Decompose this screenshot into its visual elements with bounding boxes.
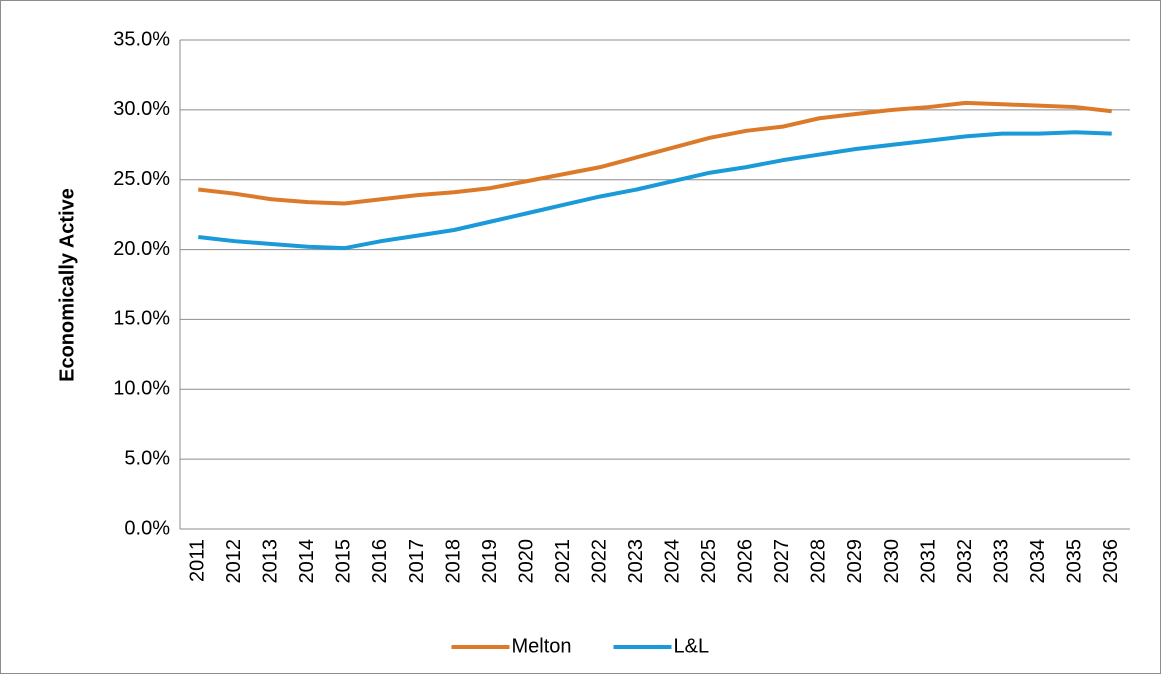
- x-tick-label: 2035: [1063, 539, 1085, 584]
- series-line: [198, 130, 1112, 251]
- x-tick-label: 2019: [479, 539, 501, 584]
- x-tick-label: 2016: [369, 539, 391, 584]
- x-tick-label: 2028: [808, 539, 830, 584]
- x-tick-label: 2032: [954, 539, 976, 584]
- x-tick-label: 2017: [406, 539, 428, 584]
- y-tick-label: 0.0%: [124, 517, 170, 539]
- y-axis-title: Economically Active: [56, 188, 78, 382]
- y-tick-label: 20.0%: [113, 238, 170, 260]
- y-tick-label: 30.0%: [113, 98, 170, 120]
- x-tick-label: 2015: [333, 539, 355, 584]
- y-tick-label: 35.0%: [113, 28, 170, 50]
- x-tick-label: 2011: [187, 539, 209, 582]
- x-tick-label: 2022: [588, 539, 610, 584]
- x-tick-label: 2036: [1100, 539, 1122, 584]
- x-tick-label: 2031: [917, 539, 939, 584]
- x-tick-label: 2020: [515, 539, 537, 584]
- x-tick-label: 2034: [1027, 539, 1049, 584]
- x-tick-label: 2024: [662, 539, 684, 584]
- x-tick-label: 2027: [771, 539, 793, 584]
- series-line: [198, 100, 1112, 206]
- x-tick-label: 2030: [881, 539, 903, 584]
- x-tick-label: 2025: [698, 539, 720, 584]
- y-tick-label: 5.0%: [124, 447, 170, 469]
- y-tick-label: 10.0%: [113, 378, 170, 400]
- y-tick-label: 25.0%: [113, 168, 170, 190]
- x-tick-label: 2014: [296, 539, 318, 584]
- x-tick-label: 2018: [442, 539, 464, 584]
- y-tick-label: 15.0%: [113, 308, 170, 330]
- x-tick-label: 2023: [625, 539, 647, 584]
- legend-label: Melton: [512, 635, 572, 657]
- x-tick-label: 2013: [260, 539, 282, 584]
- x-tick-label: 2012: [223, 539, 245, 584]
- x-tick-label: 2026: [735, 539, 757, 584]
- legend-label: L&L: [674, 635, 710, 657]
- x-tick-label: 2029: [844, 539, 866, 584]
- x-tick-label: 2021: [552, 539, 574, 584]
- x-tick-label: 2033: [990, 539, 1012, 584]
